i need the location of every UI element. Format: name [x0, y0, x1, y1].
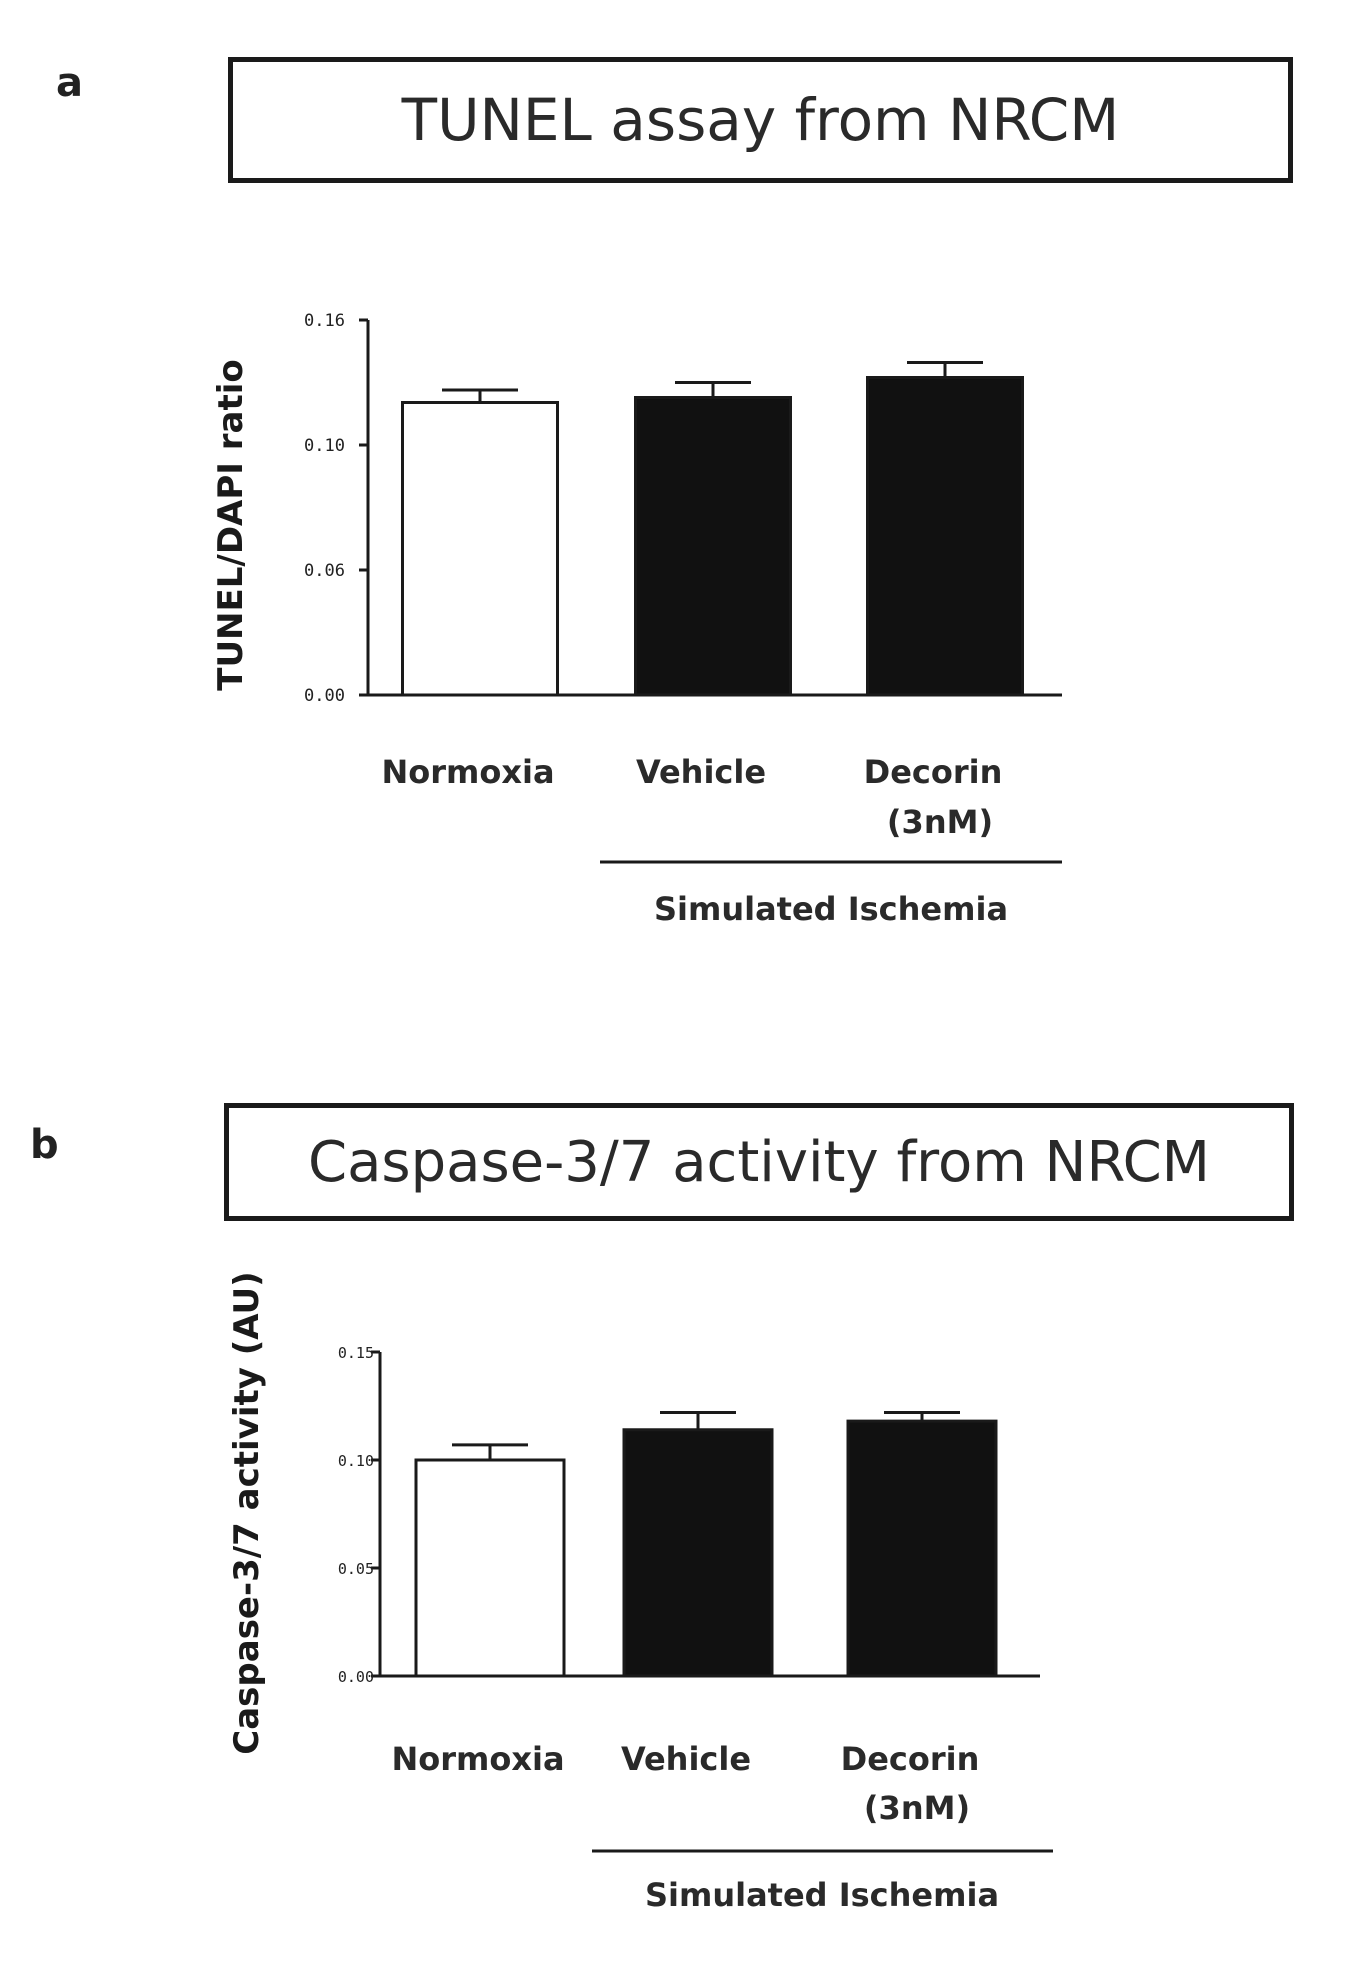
panel-b-title-box: Caspase-3/7 activity from NRCM — [224, 1103, 1294, 1221]
panel-a-category-label: Decorin — [864, 753, 1003, 791]
panel-b-chart: Caspase-3/7 activity (AU) 0.00 0.05 0.10 0.1… — [227, 1271, 1053, 1914]
panel-a-category-label: Vehicle — [636, 753, 766, 791]
panel-b-category-label: Decorin — [841, 1740, 980, 1778]
panel-a-group-label: Simulated Ischemia — [654, 890, 1008, 928]
panel-b-y-tick-label: 0.15 — [338, 1344, 374, 1362]
panel-b-category-label: Normoxia — [391, 1740, 564, 1778]
panel-a-y-tick-label: 0.16 — [304, 311, 345, 331]
panel-b-letter: b — [30, 1122, 59, 1168]
panel-a-y-tick-label: 0.10 — [304, 436, 345, 456]
panel-b-y-tick-label: 0.10 — [338, 1452, 374, 1470]
panel-a-y-tick-label: 0.06 — [304, 561, 345, 581]
panel-a-category-sublabel: (3nM) — [887, 803, 993, 841]
panel-a-bar — [634, 396, 792, 697]
panel-b-title: Caspase-3/7 activity from NRCM — [308, 1129, 1210, 1195]
panel-a-letter: a — [56, 60, 83, 106]
panel-a-bar — [866, 376, 1024, 697]
panel-b-bar — [846, 1419, 998, 1678]
panel-a-y-axis-label: TUNEL/DAPI ratio — [211, 359, 251, 690]
panel-a-title: TUNEL assay from NRCM — [401, 86, 1120, 154]
panel-b-y-axis-label: Caspase-3/7 activity (AU) — [227, 1271, 267, 1754]
panel-a-y-tick-label: 0.00 — [304, 686, 345, 706]
panel-b-group-label: Simulated Ischemia — [645, 1876, 999, 1914]
panel-b-bar — [622, 1428, 774, 1678]
panel-b-y-tick-label: 0.05 — [338, 1560, 374, 1578]
panel-b-category-sublabel: (3nM) — [864, 1789, 970, 1827]
panel-a-bar — [401, 401, 559, 697]
panel-a-category-label: Normoxia — [381, 753, 554, 791]
panel-b-y-tick-label: 0.00 — [338, 1668, 374, 1686]
panel-b-bar — [414, 1458, 566, 1678]
panel-a-chart: TUNEL/DAPI ratio 0.00 0.06 0.10 0.16 Normoxia… — [211, 311, 1062, 928]
panel-a-title-box: TUNEL assay from NRCM — [228, 57, 1293, 183]
panel-b-category-label: Vehicle — [621, 1740, 751, 1778]
